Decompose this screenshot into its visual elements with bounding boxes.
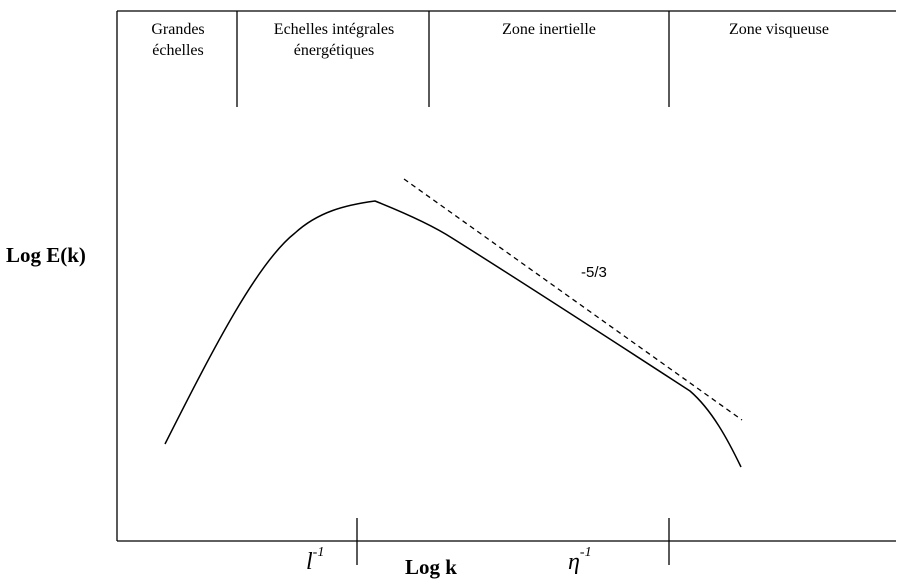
tick-label-eta-inverse: η-1 <box>568 545 592 576</box>
slope-label: -5/3 <box>581 264 607 281</box>
tick-symbol-l: l <box>306 549 313 575</box>
x-axis-label: Log k <box>405 555 457 579</box>
zone-label-visqueuse: Zone visqueuse <box>729 21 829 38</box>
tick-exponent-l: -1 <box>312 545 325 560</box>
energy-spectrum-curve <box>164 200 742 468</box>
zone-label-echelles-integrales: Echelles intégrales énergétiques <box>273 21 395 59</box>
zone-label-inertielle: Zone inertielle <box>502 21 596 38</box>
tick-symbol-eta: η <box>568 549 580 575</box>
y-axis-label: Log E(k) <box>6 243 86 267</box>
slope-reference-line <box>403 178 743 421</box>
tick-exponent-eta: -1 <box>579 545 592 560</box>
tick-label-l-inverse: l-1 <box>306 545 324 576</box>
zone-label-grandes-echelles: Grandes échelles <box>151 21 205 59</box>
